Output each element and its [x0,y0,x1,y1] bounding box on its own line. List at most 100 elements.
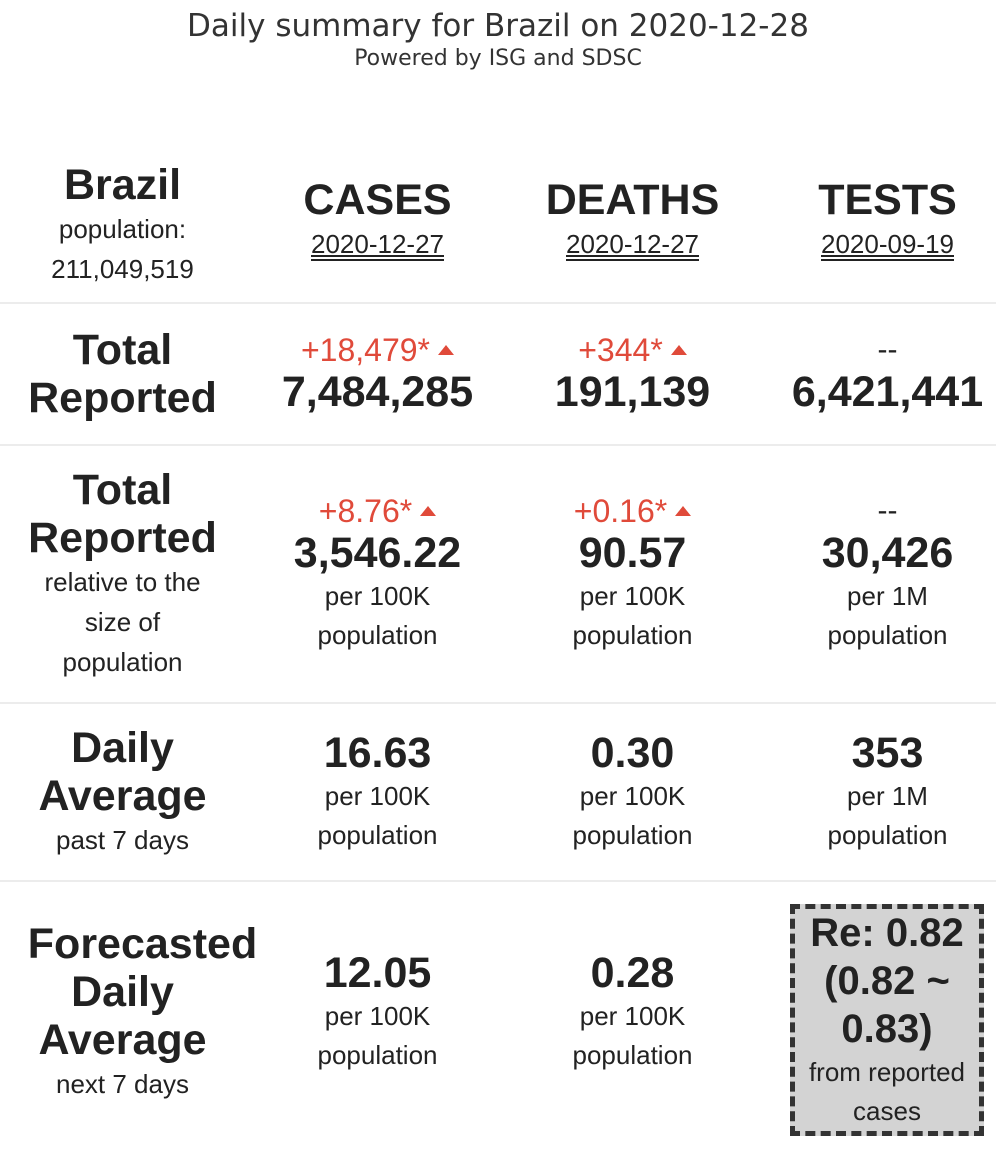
forecast-cases-value: 12.05 [323,949,432,997]
daily-average-row: Daily Average past 7 days 16.63 per 100K… [0,704,996,880]
daily-average-label: Daily Average past 7 days [0,704,245,880]
row-label-line: Reported [28,514,217,562]
population-value: 211,049,519 [51,254,194,284]
row-label-line: Average [38,772,207,820]
total-reported-label: Total Reported [0,304,245,444]
deaths-header-label: DEATHS [545,176,720,224]
unit-label: per 100K [579,581,686,611]
forecast-label: Forecasted Daily Average next 7 days [0,892,285,1132]
daily-cases-value: 16.63 [323,729,432,777]
row-label-line: Average [38,1016,207,1064]
unit-label: per 1M [847,781,928,811]
relative-cases-increase-value: +8.76* [318,493,413,529]
total-cases-value: 7,484,285 [281,368,474,416]
increase-triangle-icon [675,506,692,516]
unit-label: population [572,620,693,650]
population-label: population: [58,214,187,244]
unit-label: population [572,820,693,850]
deaths-increase-value: +344* [578,332,663,368]
relative-cases-cell: +8.76* 3,546.22 per 100K population [250,446,505,702]
daily-deaths-cell: 0.30 per 100K population [505,704,760,880]
re-estimate-box: Re: 0.82 (0.82 ~ 0.83) from reported cas… [790,904,984,1136]
page-header: Daily summary for Brazil on 2020-12-28 P… [0,6,996,72]
relative-deaths-increase-value: +0.16* [573,493,668,529]
tests-header-label: TESTS [818,176,957,224]
re-interval-line: (0.82 ~ [824,959,950,1003]
row-sublabel: population [62,647,183,677]
relative-tests-cell: -- 30,426 per 1M population [760,446,996,702]
row-sublabel: past 7 days [56,825,189,855]
forecast-deaths-cell: 0.28 per 100K population [505,892,760,1132]
relative-cases-increase: +8.76* [318,493,437,529]
row-sublabel: relative to the [44,567,201,597]
forecast-row: Forecasted Daily Average next 7 days 12.… [0,882,996,1142]
relative-tests-increase-value: -- [877,494,898,527]
unit-label: population [317,820,438,850]
row-sublabel: size of [84,607,161,637]
row-label-line: Daily [71,968,174,1016]
tests-header-date: 2020-09-19 [821,229,954,259]
increase-triangle-icon [438,345,454,355]
daily-cases-cell: 16.63 per 100K population [250,704,505,880]
relative-cases-value: 3,546.22 [293,529,462,577]
row-divider [0,302,996,304]
increase-triangle-icon [670,345,687,355]
cases-header-date: 2020-12-27 [311,229,444,259]
row-sublabel: next 7 days [56,1069,189,1099]
page-subtitle: Powered by ISG and SDSC [354,46,642,71]
daily-tests-value: 353 [851,729,924,777]
re-source-line: from reported [808,1057,966,1087]
unit-label: population [317,620,438,650]
deaths-increase: +344* [578,332,687,368]
unit-label: per 100K [579,781,686,811]
tests-increase-value: -- [877,333,898,366]
total-tests-value: 6,421,441 [791,368,984,416]
relative-deaths-increase: +0.16* [573,493,692,529]
row-label-line: Reported [28,374,217,422]
cases-header-label: CASES [303,176,452,224]
unit-label: population [317,1040,438,1070]
row-label-line: Forecasted [27,920,258,968]
unit-label: per 1M [847,581,928,611]
increase-triangle-icon [420,506,437,516]
daily-tests-cell: 353 per 1M population [760,704,996,880]
daily-deaths-value: 0.30 [590,729,675,777]
row-divider [0,444,996,446]
deaths-header-date: 2020-12-27 [566,229,699,259]
row-label-line: Total [72,326,173,374]
country-cell: Brazil population: 211,049,519 [0,150,245,300]
relative-row: Total Reported relative to the size of p… [0,446,996,702]
tests-header: TESTS 2020-09-19 [760,168,996,268]
row-divider [0,702,996,704]
row-label-line: Daily [71,724,174,772]
country-name: Brazil [63,161,182,209]
cases-increase-value: +18,479* [300,332,430,368]
row-divider [0,880,996,882]
unit-label: per 100K [324,581,431,611]
total-deaths-value: 191,139 [554,368,711,416]
column-header-row: Brazil population: 211,049,519 CASES 202… [0,150,996,300]
total-reported-row: Total Reported +18,479* 7,484,285 +344* … [0,304,996,444]
relative-tests-value: 30,426 [821,529,954,577]
unit-label: per 100K [324,1001,431,1031]
re-source-line: cases [853,1096,921,1126]
re-value: Re: 0.82 [810,911,964,955]
unit-label: per 100K [324,781,431,811]
unit-label: per 100K [579,1001,686,1031]
unit-label: population [827,820,948,850]
relative-deaths-value: 90.57 [578,529,687,577]
row-label-line: Total [72,466,173,514]
total-deaths-cell: +344* 191,139 [505,304,760,444]
relative-label: Total Reported relative to the size of p… [0,446,245,702]
forecast-deaths-value: 0.28 [590,949,675,997]
cases-increase: +18,479* [301,332,454,368]
total-cases-cell: +18,479* 7,484,285 [250,304,505,444]
unit-label: population [572,1040,693,1070]
total-tests-cell: -- 6,421,441 [760,304,996,444]
cases-header: CASES 2020-12-27 [250,168,505,268]
forecast-cases-cell: 12.05 per 100K population [250,892,505,1132]
unit-label: population [827,620,948,650]
deaths-header: DEATHS 2020-12-27 [505,168,760,268]
relative-deaths-cell: +0.16* 90.57 per 100K population [505,446,760,702]
page-title: Daily summary for Brazil on 2020-12-28 [187,8,809,44]
